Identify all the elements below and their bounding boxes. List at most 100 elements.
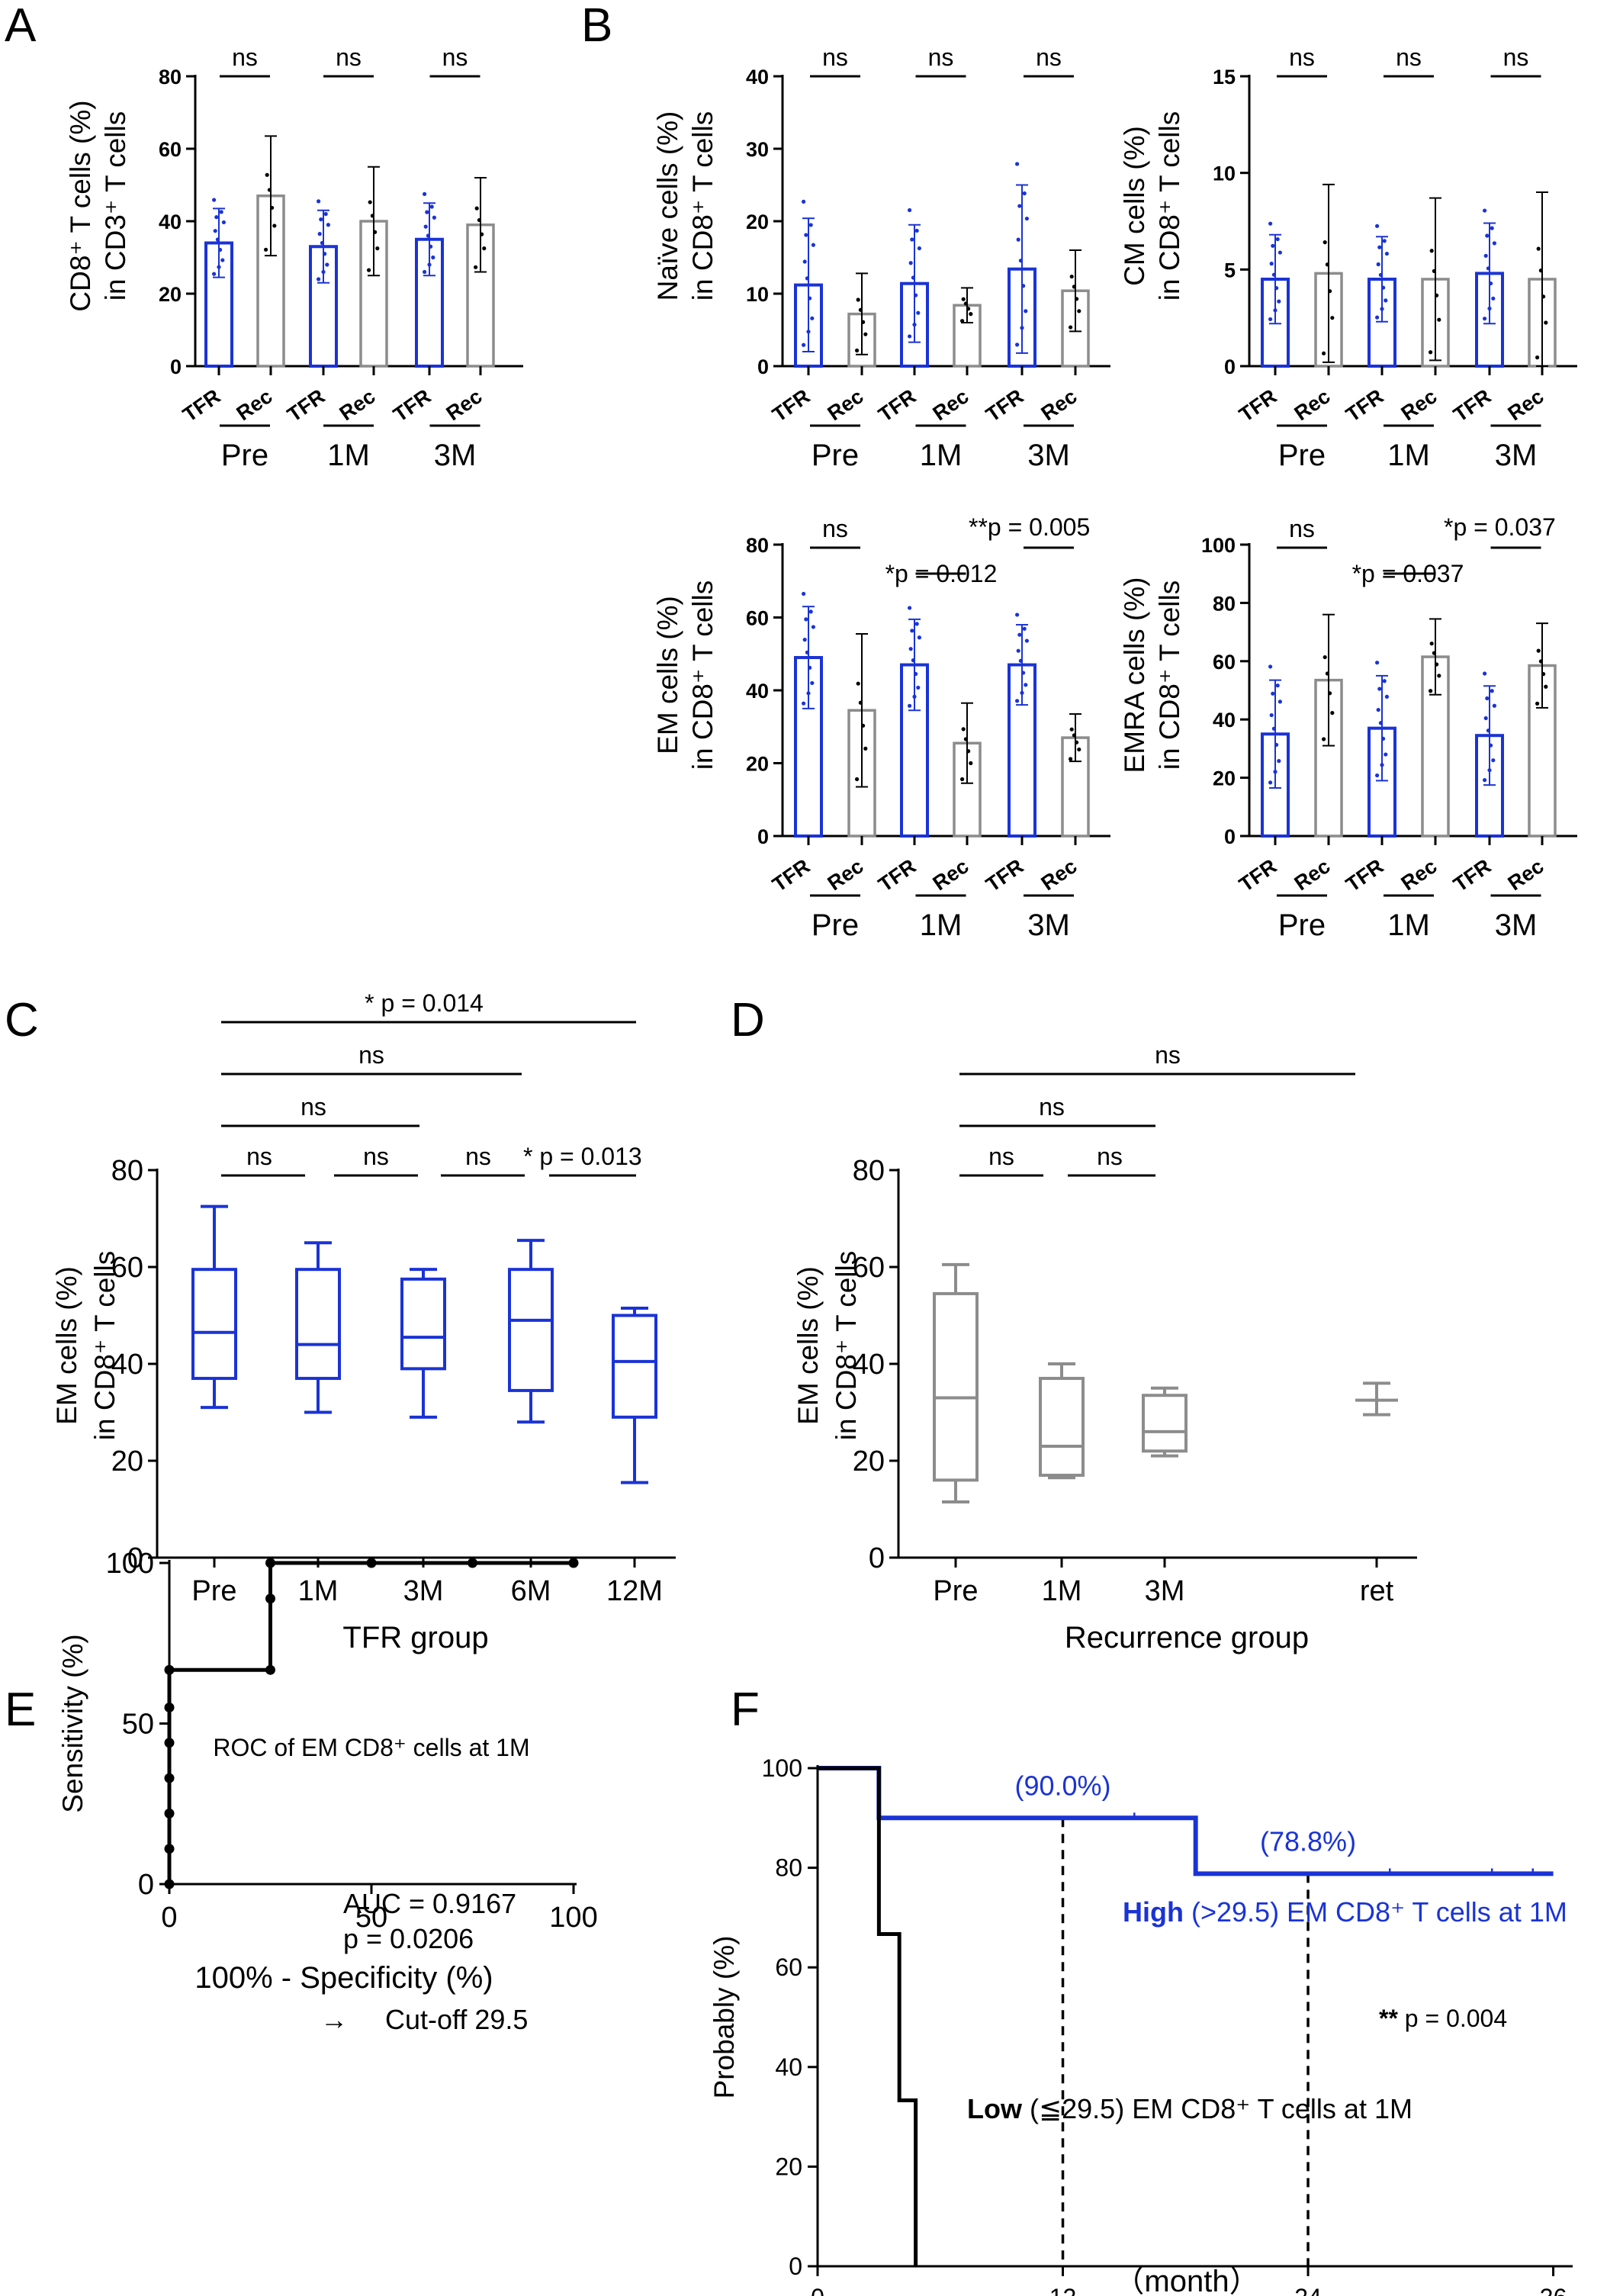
- roc-x-tick-label: 50: [355, 1902, 387, 1934]
- box-d-sig-label: ns: [988, 1143, 1014, 1170]
- bar-b-naive-data-point: [802, 259, 807, 264]
- bar-b-naive-y-tick-label: 0: [757, 355, 769, 378]
- bar-b-cm-data-point: [1435, 293, 1439, 297]
- bar-b-naive-data-point: [808, 223, 813, 227]
- roc-cutoff-label: Cut-off 29.5: [385, 2004, 528, 2035]
- bar-b-cm-data-point: [1429, 249, 1434, 253]
- km-p-stars: **: [1379, 2005, 1398, 2032]
- bar-b-naive-ylabel-line: Naïve cells (%): [652, 111, 683, 301]
- bar-b-em-data-point: [855, 777, 860, 782]
- bar-a-data-point: [215, 237, 220, 242]
- bar-b-emra-data-point: [1491, 758, 1496, 763]
- bar-a-data-point: [480, 232, 484, 236]
- bar-b-emra-data-point: [1541, 672, 1546, 677]
- bar-b-em-data-point: [1018, 658, 1023, 663]
- km-high-curve: [818, 1766, 1554, 1876]
- roc-y-tick-label: 100: [106, 1548, 154, 1580]
- bar-b-em-x-tick-label: Rec: [824, 854, 868, 895]
- bar-b-em-y-tick-label: 20: [746, 753, 769, 776]
- bar-a-sig-label: ns: [336, 43, 362, 71]
- box-c-y-tick-label: 20: [111, 1445, 143, 1478]
- bar-a-data-point: [429, 244, 433, 249]
- bar-b-naive-data-point: [855, 348, 860, 353]
- roc-point: [164, 1808, 175, 1818]
- km-y-tick-label: 100: [762, 1754, 802, 1782]
- bar-a-group-label: Pre: [221, 439, 268, 472]
- bar-a-data-point: [267, 188, 272, 192]
- bar-b-cm-data-point: [1271, 272, 1276, 277]
- bar-a-y-tick-label: 20: [159, 283, 182, 306]
- bar-b-emra-data-point: [1380, 763, 1384, 767]
- bar-a-data-point: [427, 262, 432, 267]
- bar-a-data-point: [326, 223, 330, 227]
- bar-b-em-data-point: [811, 625, 815, 629]
- bar-a-data-point: [265, 172, 269, 177]
- bar-b-em-y-tick-label: 80: [746, 534, 769, 557]
- roc-curve: [167, 1561, 574, 1884]
- bar-b-emra-y-tick-label: 40: [1213, 709, 1236, 732]
- bar-b-emra-data-point: [1271, 691, 1275, 696]
- roc-point: [366, 1558, 377, 1568]
- bar-b-cm-data-point: [1544, 320, 1548, 325]
- bar-b-emra-data-point: [1275, 683, 1280, 688]
- bar-b-em-data-point: [969, 761, 973, 766]
- km-low-label-bold: Low: [967, 2093, 1023, 2124]
- bar-b-em-data-point: [917, 635, 921, 640]
- bar-b-naive-data-point: [861, 320, 866, 324]
- box-c-y-tick-label: 0: [127, 1542, 143, 1574]
- bar-b-em-data-point: [1024, 683, 1028, 687]
- bar-b-emra-data-point: [1274, 742, 1279, 748]
- bar-b-em-data-point: [861, 723, 866, 728]
- bar-b-naive-data-point: [1024, 309, 1028, 314]
- roc-x-tick-label: 100: [549, 1902, 597, 1934]
- bar-b-emra-data-point: [1437, 674, 1441, 678]
- km-low-curve: [818, 1766, 918, 2266]
- bar-b-naive-data-point: [811, 243, 815, 247]
- bar-b-naive-data-point: [911, 275, 915, 280]
- bar-b-cm-data-point: [1432, 269, 1436, 273]
- bar-a-sig-label: ns: [442, 43, 468, 71]
- bar-b-emra-data-point: [1381, 736, 1386, 741]
- bar-a-data-point: [429, 204, 434, 209]
- bar-a-data-point: [423, 269, 427, 275]
- bar-b-cm-ylabel: CM cells (%) in CD8⁺ T cells: [1119, 111, 1185, 301]
- km-y-tick-label: 20: [775, 2153, 802, 2180]
- bar-a-data-point: [323, 252, 327, 256]
- bar-a-y-tick-label: 0: [170, 355, 182, 378]
- bar-b-emra-x-tick-label: TFR: [1235, 854, 1281, 896]
- bar-a-data-point: [213, 229, 217, 233]
- roc-point: [468, 1558, 477, 1568]
- box-d-y-tick-label: 80: [853, 1155, 885, 1187]
- bar-b-naive-data-point: [910, 237, 914, 242]
- bar-b-cm-data-point: [1273, 308, 1278, 313]
- bar-a-x-tick-label: TFR: [389, 384, 435, 426]
- bar-a-data-point: [431, 255, 435, 260]
- bar-b-cm-data-point: [1378, 272, 1383, 278]
- bar-b-naive-data-point: [914, 293, 918, 297]
- bar-b-emra-y-tick-label: 60: [1213, 651, 1236, 674]
- bar-b-em-sig-label: *p = 0.012: [885, 560, 998, 587]
- chart-recurrence-boxplot: 0 20 40 60 80 EM cells (%) in CD8⁺ T cells Pre 1…: [792, 1041, 1417, 1654]
- bar-b-em-ylabel-line: EM cells (%): [652, 596, 683, 754]
- km-x-tick-label: 0: [811, 2284, 824, 2296]
- bar-b-cm-data-point: [1322, 351, 1326, 355]
- bar-b-em-data-point: [863, 746, 868, 751]
- bar-b-naive-data-point: [908, 261, 913, 265]
- bar-b-naive-x-tick-label: Rec: [824, 384, 868, 425]
- box-c-sig-label: ns: [465, 1143, 491, 1170]
- bar-a-x-tick-label: TFR: [283, 384, 329, 426]
- km-y-tick-label: 80: [775, 1854, 802, 1882]
- bar-b-emra-data-point: [1489, 743, 1493, 748]
- bar-b-cm-data-point: [1377, 245, 1382, 249]
- box-c-y-tick-label: 80: [111, 1155, 143, 1187]
- bar-b-cm-y-tick-label: 0: [1224, 355, 1236, 378]
- bar-b-em-data-point: [911, 658, 915, 663]
- box-c-sig-label: ns: [300, 1093, 326, 1121]
- bar-b-naive-x-tick-label: Rec: [1037, 384, 1081, 425]
- roc-point: [164, 1664, 175, 1675]
- bar-b-cm-data-point: [1486, 266, 1490, 271]
- roc-point: [265, 1593, 275, 1604]
- bar-b-emra-data-point: [1538, 659, 1543, 664]
- bar-b-naive-data-point: [1018, 259, 1023, 263]
